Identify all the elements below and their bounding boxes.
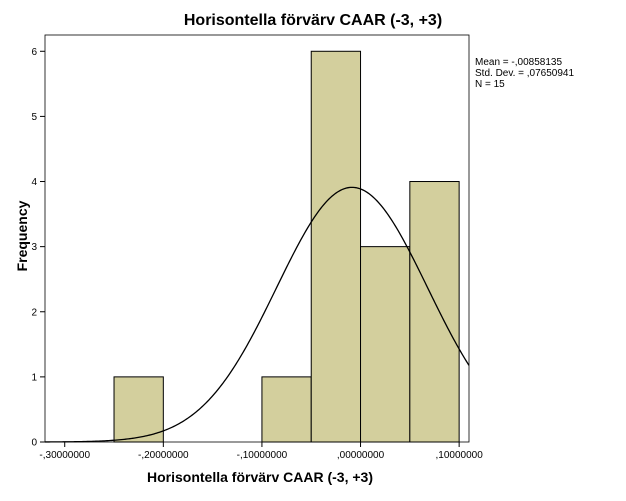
normal-curve — [44, 186, 470, 443]
stats-box: Mean = -,00858135 Std. Dev. = ,07650941 … — [475, 57, 574, 90]
plot-frame — [44, 34, 470, 443]
stats-n: N = 15 — [475, 79, 505, 90]
x-tick-label: -,20000000 — [138, 450, 189, 461]
x-tick-label: -,30000000 — [39, 450, 90, 461]
histogram-bar — [261, 376, 312, 443]
y-tick-label: 6 — [31, 47, 37, 58]
histogram-bar — [360, 246, 411, 443]
histogram-bar — [409, 181, 460, 443]
y-tick-label: 4 — [31, 177, 37, 188]
histogram-bar — [113, 376, 164, 443]
chart-title: Horisontella förvärv CAAR (-3, +3) — [183, 12, 443, 29]
y-tick-label: 3 — [31, 242, 37, 253]
stats-mean: Mean = -,00858135 — [475, 57, 563, 68]
x-tick-label: -,10000000 — [237, 450, 288, 461]
stats-std-dev: Std. Dev. = ,07650941 — [475, 68, 575, 79]
normal-curve-layer — [44, 186, 470, 443]
axes — [44, 34, 470, 443]
tick-layer: 0 1 2 3 4 5 6 -,30000000 -,20000000 -,10000000 ,00… — [31, 47, 483, 461]
x-tick-label: ,00000000 — [337, 450, 385, 461]
y-tick-label: 2 — [31, 307, 37, 318]
x-axis-label: Horisontella förvärv CAAR (-3, +3) — [147, 469, 373, 485]
y-tick-label: 5 — [31, 112, 37, 123]
x-tick-label: ,10000000 — [435, 450, 483, 461]
histogram-bars — [113, 50, 460, 443]
y-axis-label: Frequency — [14, 200, 30, 272]
histogram-bar — [310, 50, 362, 443]
y-tick-label: 0 — [31, 438, 37, 449]
y-tick-label: 1 — [31, 372, 37, 383]
